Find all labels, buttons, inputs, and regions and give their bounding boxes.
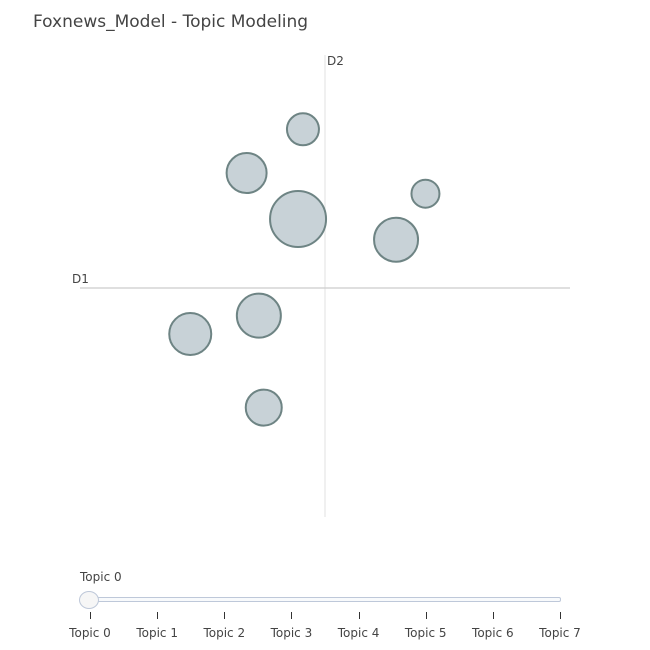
topic-bubble-0[interactable] <box>285 112 320 147</box>
slider-step-tick <box>358 612 360 619</box>
topic-bubble-1[interactable] <box>225 152 268 194</box>
topic-scatter-plot: D2 D1 <box>72 54 570 517</box>
slider-step-tick <box>560 612 561 619</box>
slider-step-label: Topic 7 <box>539 626 581 640</box>
topic-slider-handle[interactable] <box>79 591 99 609</box>
topic-bubble-6[interactable] <box>168 312 213 356</box>
slider-step-label: Topic 3 <box>270 626 313 640</box>
slider-step-tick <box>492 612 494 619</box>
topic-bubble-2[interactable] <box>410 178 441 209</box>
slider-step-tick <box>291 612 293 619</box>
d2-axis-label: D2 <box>327 54 344 68</box>
slider-step-tick <box>157 612 159 619</box>
topic-bubble-3[interactable] <box>269 190 328 248</box>
slider-current-topic: Topic 0 <box>80 570 122 584</box>
slider-step-label: Topic 4 <box>337 626 380 640</box>
d1-axis-label: D1 <box>72 272 89 286</box>
slider-step-label: Topic 2 <box>203 626 246 640</box>
topic-bubble-4[interactable] <box>373 216 420 263</box>
slider-step-label: Topic 1 <box>136 626 178 640</box>
topic-points <box>168 112 441 427</box>
topic-slider-track[interactable] <box>86 597 561 602</box>
chart-title: Foxnews_Model - Topic Modeling <box>33 12 309 32</box>
slider-step-tick <box>90 612 91 619</box>
slider-step-tick <box>224 612 226 619</box>
slider-step-label: Topic 0 <box>69 626 111 640</box>
topic-bubble-5[interactable] <box>235 292 282 339</box>
topic-bubble-7[interactable] <box>244 388 283 427</box>
topic-slider-steps: Topic 0 Topic 1 Topic 2 Topic 3 Topic 4 Topic… <box>0 612 650 642</box>
slider-step-label: Topic 5 <box>404 626 447 640</box>
slider-step-label: Topic 6 <box>472 626 514 640</box>
slider-step-tick <box>425 612 427 619</box>
